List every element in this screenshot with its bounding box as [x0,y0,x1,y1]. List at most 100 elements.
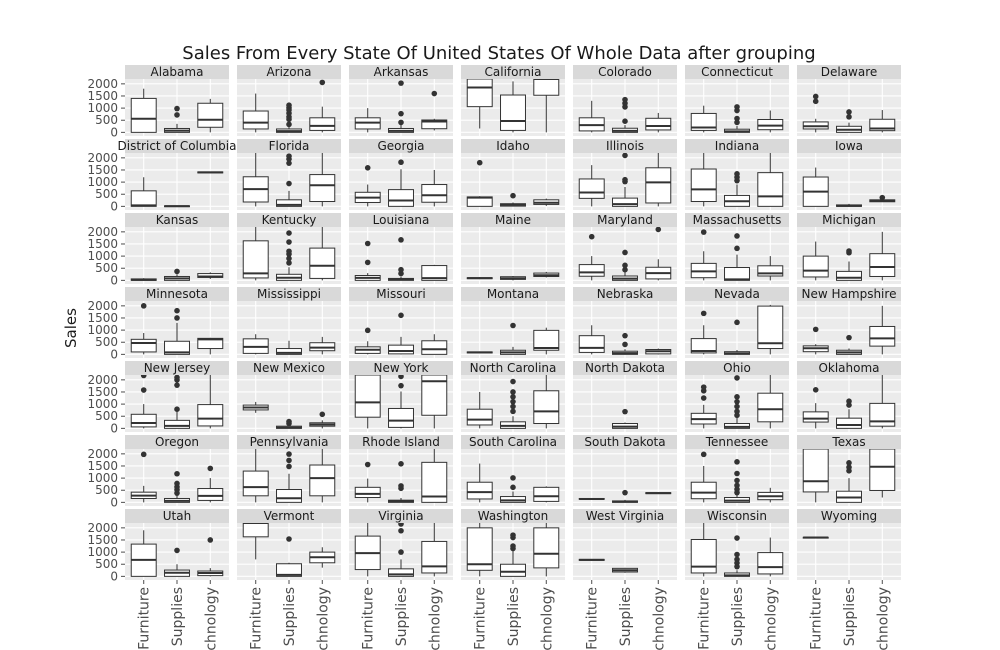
outlier-point [734,403,740,410]
outlier-point [846,334,852,341]
y-tick-label: 1500 [87,385,118,399]
box-iqr [197,404,224,427]
facet-strip-label: Virginia [378,509,423,523]
facet-strip-label: Tennessee [705,435,769,449]
box-technology [421,375,448,429]
outlier-point [286,160,292,166]
box-iqr [533,527,560,569]
facet-new-york: New York [349,361,453,432]
facet-strip-label: Texas [831,435,865,449]
outlier-point [846,248,852,254]
facet-michigan: Michigan [797,213,901,284]
box-technology [869,449,896,498]
box-furniture [354,327,381,355]
box-iqr [276,199,302,207]
box-technology [757,304,784,355]
box-furniture [242,93,269,133]
box-office-supplies [836,334,862,355]
facet-strip-label: Wyoming [821,509,877,523]
facet-idaho: Idaho [461,139,565,210]
facet-strip-label: Pennsylvania [250,435,329,449]
facet-iowa: Iowa [797,139,901,210]
facet-strip-label: Kentucky [262,213,317,227]
box-iqr [578,264,605,277]
facet-georgia: Georgia [349,139,453,210]
outlier-point [286,463,292,470]
facet-new-hampshire: New Hampshire [797,287,901,358]
outlier-point [622,262,628,269]
box-iqr [869,325,896,347]
outlier-point [622,408,628,415]
box-office-supplies [276,536,302,577]
facet-arkansas: Arkansas [349,65,453,136]
facet-strip-label: Vermont [264,509,315,523]
facet-pennsylvania: Pennsylvania [237,435,341,506]
x-tick-label: Supplies [282,587,298,646]
facet-strip [461,361,565,375]
facet-strip-label: North Carolina [470,361,557,375]
outlier-point [398,110,404,117]
box-technology [197,98,224,133]
facet-colorado: Colorado [573,65,677,136]
box-office-supplies [164,470,190,503]
box-furniture [690,153,717,207]
x-tick-label: Furniture [697,587,713,650]
facet-virginia: Virginia Furniture Supplies chnology [349,509,453,650]
outlier-point [622,96,628,103]
outlier-point [812,98,819,105]
box-office-supplies [276,153,302,207]
box-office-supplies [276,230,302,281]
facet-rhode-island: Rhode Island [349,435,453,506]
outlier-point [734,470,740,477]
outlier-point [510,408,516,415]
box-office-supplies [724,375,750,429]
outlier-point [286,260,292,266]
outlier-point [734,119,740,126]
box-technology [309,547,336,568]
outlier-point [286,121,292,128]
x-tick-label: Supplies [506,587,522,646]
outlier-point [734,408,740,415]
box-office-supplies [836,109,862,133]
outlier-point [734,398,740,405]
box-office-supplies [388,159,414,207]
y-tick-label: 0 [110,199,118,213]
box-furniture [130,177,157,207]
facet-strip [573,509,677,523]
box-iqr [533,329,560,351]
y-tick-label: 1500 [87,89,118,103]
y-tick-label: 500 [95,409,118,423]
outlier-point [734,319,740,326]
facet-strip [125,65,229,79]
box-iqr [197,102,224,128]
box-office-supplies [836,203,862,207]
y-tick-label: 2000 [87,521,118,535]
outlier-point [734,482,740,489]
outlier-point [286,451,292,457]
box-iqr [645,167,672,204]
box-iqr [869,402,896,427]
box-furniture [354,108,381,133]
facet-strip-label: North Dakota [585,361,665,375]
outlier-point [174,382,180,388]
outlier-point [398,266,404,273]
box-furniture [242,227,269,281]
outlier-point [734,115,740,122]
y-tick-label: 1500 [87,311,118,325]
x-tick-label: chnology [427,587,443,650]
facet-strip [237,65,341,79]
facet-connecticut: Connecticut [685,65,789,136]
facet-strip [125,435,229,449]
box-iqr [869,118,896,132]
outlier-point [510,394,516,400]
box-office-supplies [500,322,526,355]
outlier-point [364,461,371,468]
box-furniture [242,449,269,503]
box-furniture [578,100,605,133]
facet-strip [237,213,341,227]
outlier-point [286,180,292,187]
y-tick-label: 1500 [87,237,118,251]
facet-oklahoma: Oklahoma [797,361,901,432]
